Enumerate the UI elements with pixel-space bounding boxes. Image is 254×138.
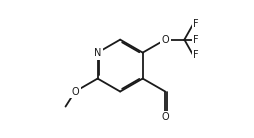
Text: O: O <box>71 87 79 97</box>
Text: N: N <box>94 48 101 58</box>
Text: O: O <box>162 112 169 123</box>
Text: O: O <box>162 35 169 45</box>
Text: F: F <box>193 50 199 60</box>
Text: F: F <box>193 19 199 29</box>
Text: F: F <box>193 35 199 45</box>
